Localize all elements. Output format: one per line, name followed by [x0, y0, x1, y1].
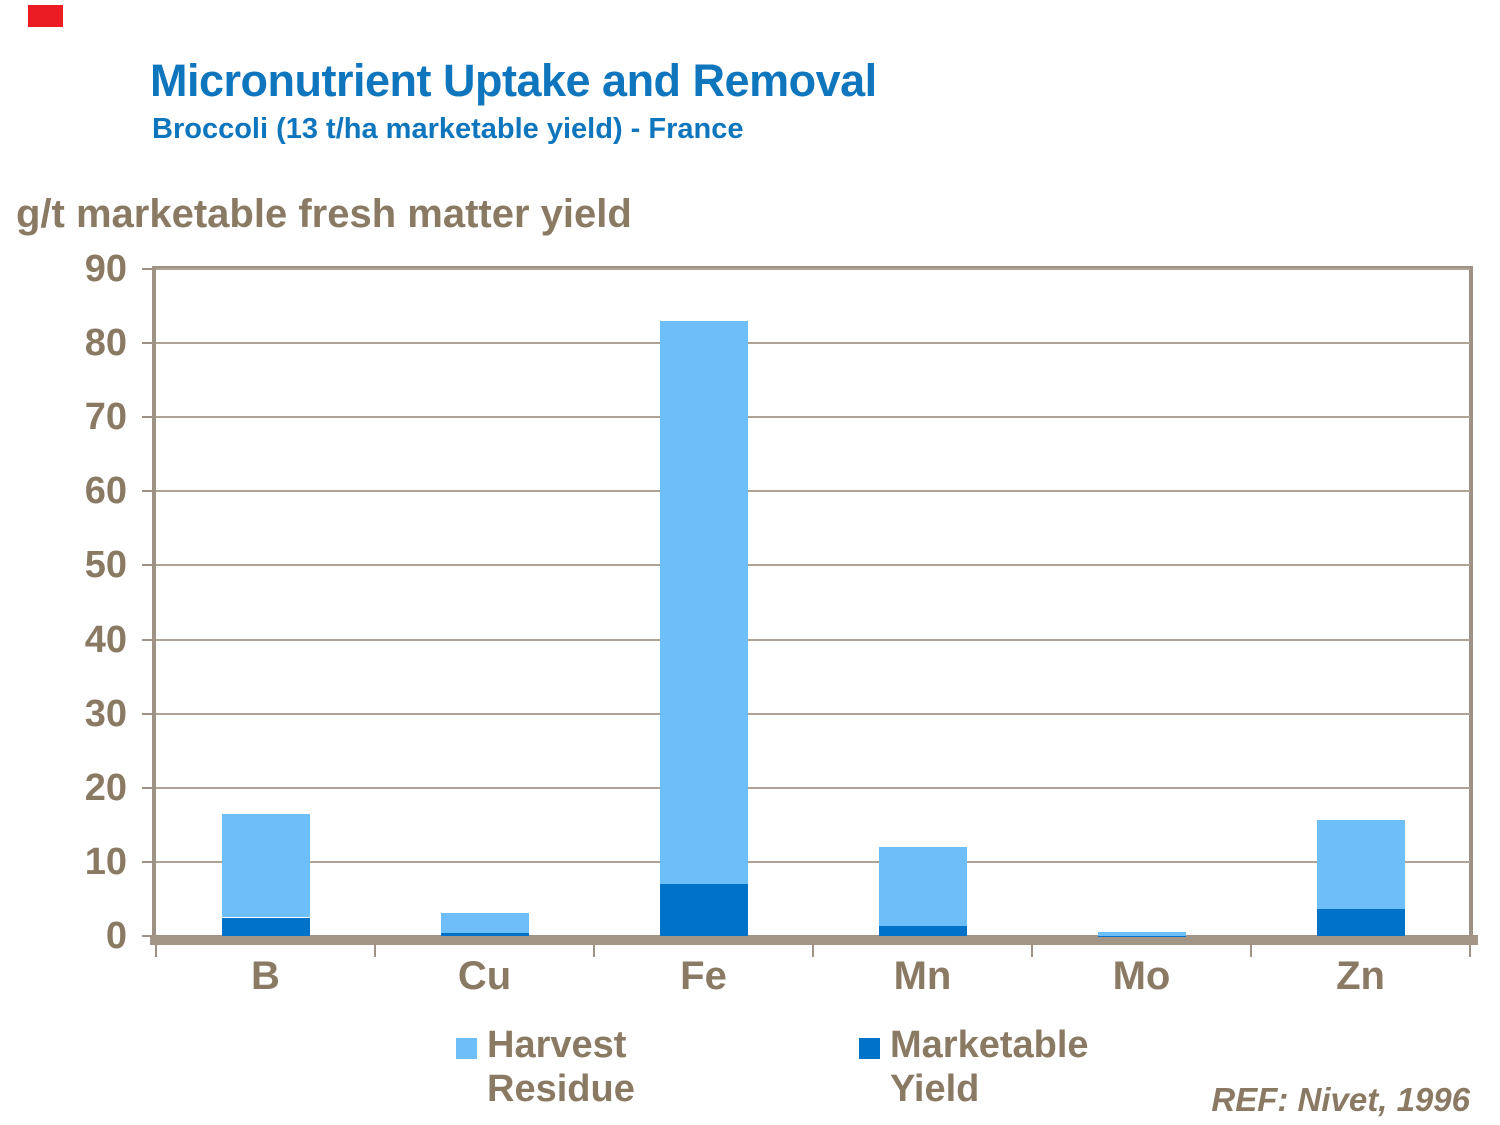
gridline-30: [156, 712, 1470, 715]
bar-segment-Fe-harvest-residue: [659, 320, 748, 885]
y-tick-label-60: 60: [84, 470, 127, 513]
plot-border-top: [152, 266, 1473, 269]
y-tick-mark-60: [142, 490, 156, 493]
x-tick-mark-4: [1031, 944, 1033, 957]
gridline-90: [156, 268, 1470, 270]
x-tick-mark-1: [374, 944, 376, 957]
harvest-residue-swatch-icon: [456, 1038, 477, 1059]
y-tick-label-0: 0: [105, 915, 127, 957]
y-tick-label-70: 70: [84, 396, 127, 439]
marketable-yield-swatch-icon: [859, 1038, 880, 1059]
gridline-60: [156, 490, 1470, 493]
y-tick-mark-0: [142, 935, 156, 937]
y-tick-mark-70: [142, 416, 156, 419]
y-tick-mark-90: [142, 268, 156, 270]
bar-segment-B-marketable-yield: [221, 917, 310, 936]
slide-subtitle: Broccoli (13 t/ha marketable yield) - Fr…: [152, 113, 744, 145]
bar-segment-Mo-harvest-residue: [1097, 931, 1186, 936]
x-category-label-Mn: Mn: [893, 954, 952, 998]
corner-red-mark: [28, 5, 63, 27]
y-tick-mark-20: [142, 786, 156, 789]
y-tick-label-10: 10: [84, 840, 127, 883]
gridline-10: [156, 860, 1470, 863]
y-tick-label-30: 30: [84, 692, 127, 735]
gridline-70: [156, 416, 1470, 419]
y-tick-label-80: 80: [84, 322, 127, 365]
x-category-label-Mo: Mo: [1112, 954, 1171, 998]
y-axis-line: [152, 266, 156, 944]
reference-note: REF: Nivet, 1996: [1211, 1081, 1470, 1118]
gridline-50: [156, 564, 1470, 567]
y-tick-label-90: 90: [84, 248, 127, 290]
x-category-label-Zn: Zn: [1336, 954, 1385, 998]
x-tick-mark-5: [1250, 944, 1252, 957]
y-tick-label-50: 50: [84, 544, 127, 587]
x-tick-mark-0: [155, 944, 157, 957]
x-tick-mark-3: [812, 944, 814, 957]
bar-segment-Zn-harvest-residue: [1316, 820, 1405, 909]
bar-segment-Cu-harvest-residue: [440, 913, 529, 933]
gridline-20: [156, 786, 1470, 789]
y-tick-mark-80: [142, 342, 156, 345]
y-tick-mark-50: [142, 564, 156, 567]
x-tick-mark-2: [593, 944, 595, 957]
bar-segment-Mn-harvest-residue: [878, 847, 967, 927]
y-tick-mark-40: [142, 638, 156, 641]
y-tick-mark-10: [142, 860, 156, 863]
bar-segment-B-harvest-residue: [221, 813, 310, 918]
y-tick-label-40: 40: [84, 618, 127, 661]
gridline-80: [156, 342, 1470, 345]
bar-segment-Cu-marketable-yield: [440, 933, 529, 936]
x-axis-line: [150, 935, 1478, 945]
x-category-label-B: B: [251, 954, 280, 998]
gridline-40: [156, 638, 1470, 641]
y-axis-title: g/t marketable fresh matter yield: [16, 192, 632, 236]
x-category-label-Cu: Cu: [457, 954, 512, 998]
legend-label-marketable-yield: Marketable Yield: [890, 1024, 1089, 1110]
y-tick-mark-30: [142, 712, 156, 715]
bar-segment-Mn-marketable-yield: [878, 926, 967, 936]
bar-segment-Zn-marketable-yield: [1316, 908, 1405, 936]
plot-border-right: [1469, 266, 1473, 944]
x-category-label-Fe: Fe: [680, 954, 727, 998]
bar-segment-Fe-marketable-yield: [659, 884, 748, 936]
legend-label-harvest-residue: Harvest Residue: [487, 1024, 635, 1110]
slide-title: Micronutrient Uptake and Removal: [150, 55, 877, 106]
y-tick-label-20: 20: [84, 766, 127, 809]
x-tick-mark-6: [1469, 944, 1471, 957]
